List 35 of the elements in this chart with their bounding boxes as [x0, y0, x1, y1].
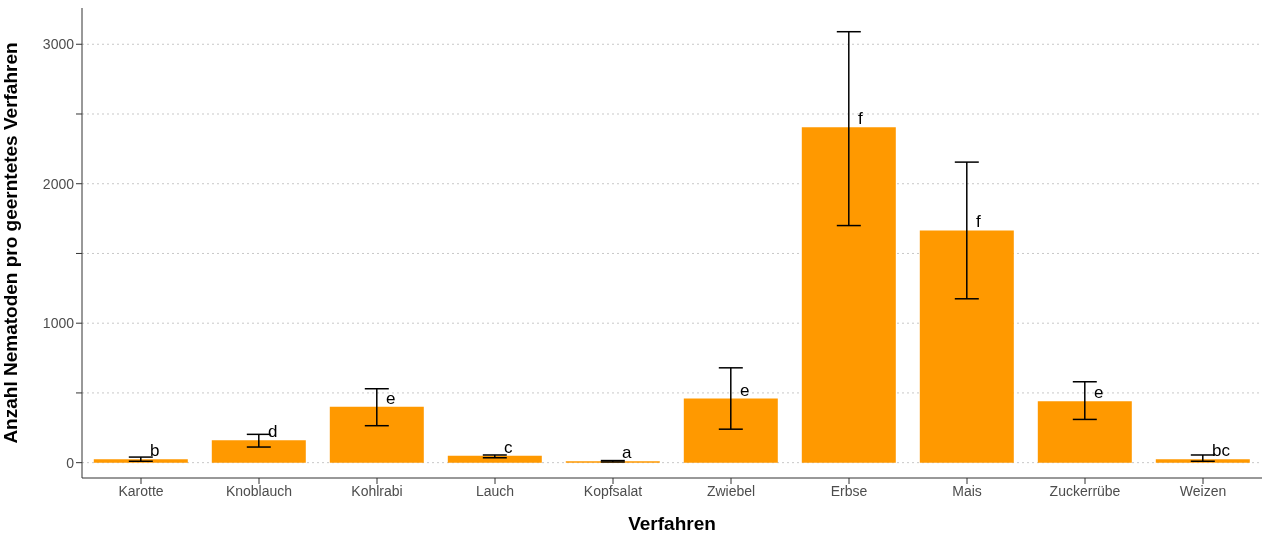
annotation: e — [1094, 383, 1104, 403]
x-tick-label: Karotte — [118, 482, 164, 499]
y-axis-title: Anzahl Nematoden pro geerntetes Verfahren — [0, 42, 21, 444]
annotation: bc — [1212, 441, 1231, 461]
y-tick-label: 2000 — [42, 175, 75, 192]
x-tick-label: Lauch — [475, 482, 515, 499]
x-tick-label: Erbse — [830, 482, 868, 499]
x-tick-label: Mais — [952, 482, 982, 499]
bar — [211, 440, 306, 463]
x-axis-title: Verfahren — [628, 513, 716, 534]
x-tick-label: Kohlrabi — [351, 482, 403, 499]
bar — [93, 459, 188, 463]
bar — [683, 398, 778, 463]
bar — [801, 127, 896, 463]
bar — [1155, 459, 1250, 463]
y-tick-label: 1000 — [42, 315, 75, 332]
x-tick-label: Weizen — [1179, 482, 1227, 499]
bar — [329, 406, 424, 463]
annotation: c — [504, 437, 513, 457]
x-tick-label: Zwiebel — [706, 482, 756, 499]
annotation: d — [268, 422, 278, 442]
annotation: f — [858, 109, 863, 129]
y-tick-label: 0 — [66, 454, 75, 471]
bar — [919, 230, 1014, 463]
annotation: a — [622, 443, 632, 463]
annotation: e — [740, 380, 750, 400]
annotation: e — [386, 388, 396, 408]
bar — [447, 455, 542, 463]
x-tick-label: Zuckerrübe — [1049, 482, 1121, 499]
annotation: f — [976, 212, 981, 232]
x-tick-label: Knoblauch — [225, 482, 293, 499]
bar — [1037, 401, 1132, 463]
x-tick-label: Kopfsalat — [583, 482, 643, 499]
y-tick-label: 3000 — [42, 36, 75, 53]
annotation: b — [150, 441, 160, 461]
